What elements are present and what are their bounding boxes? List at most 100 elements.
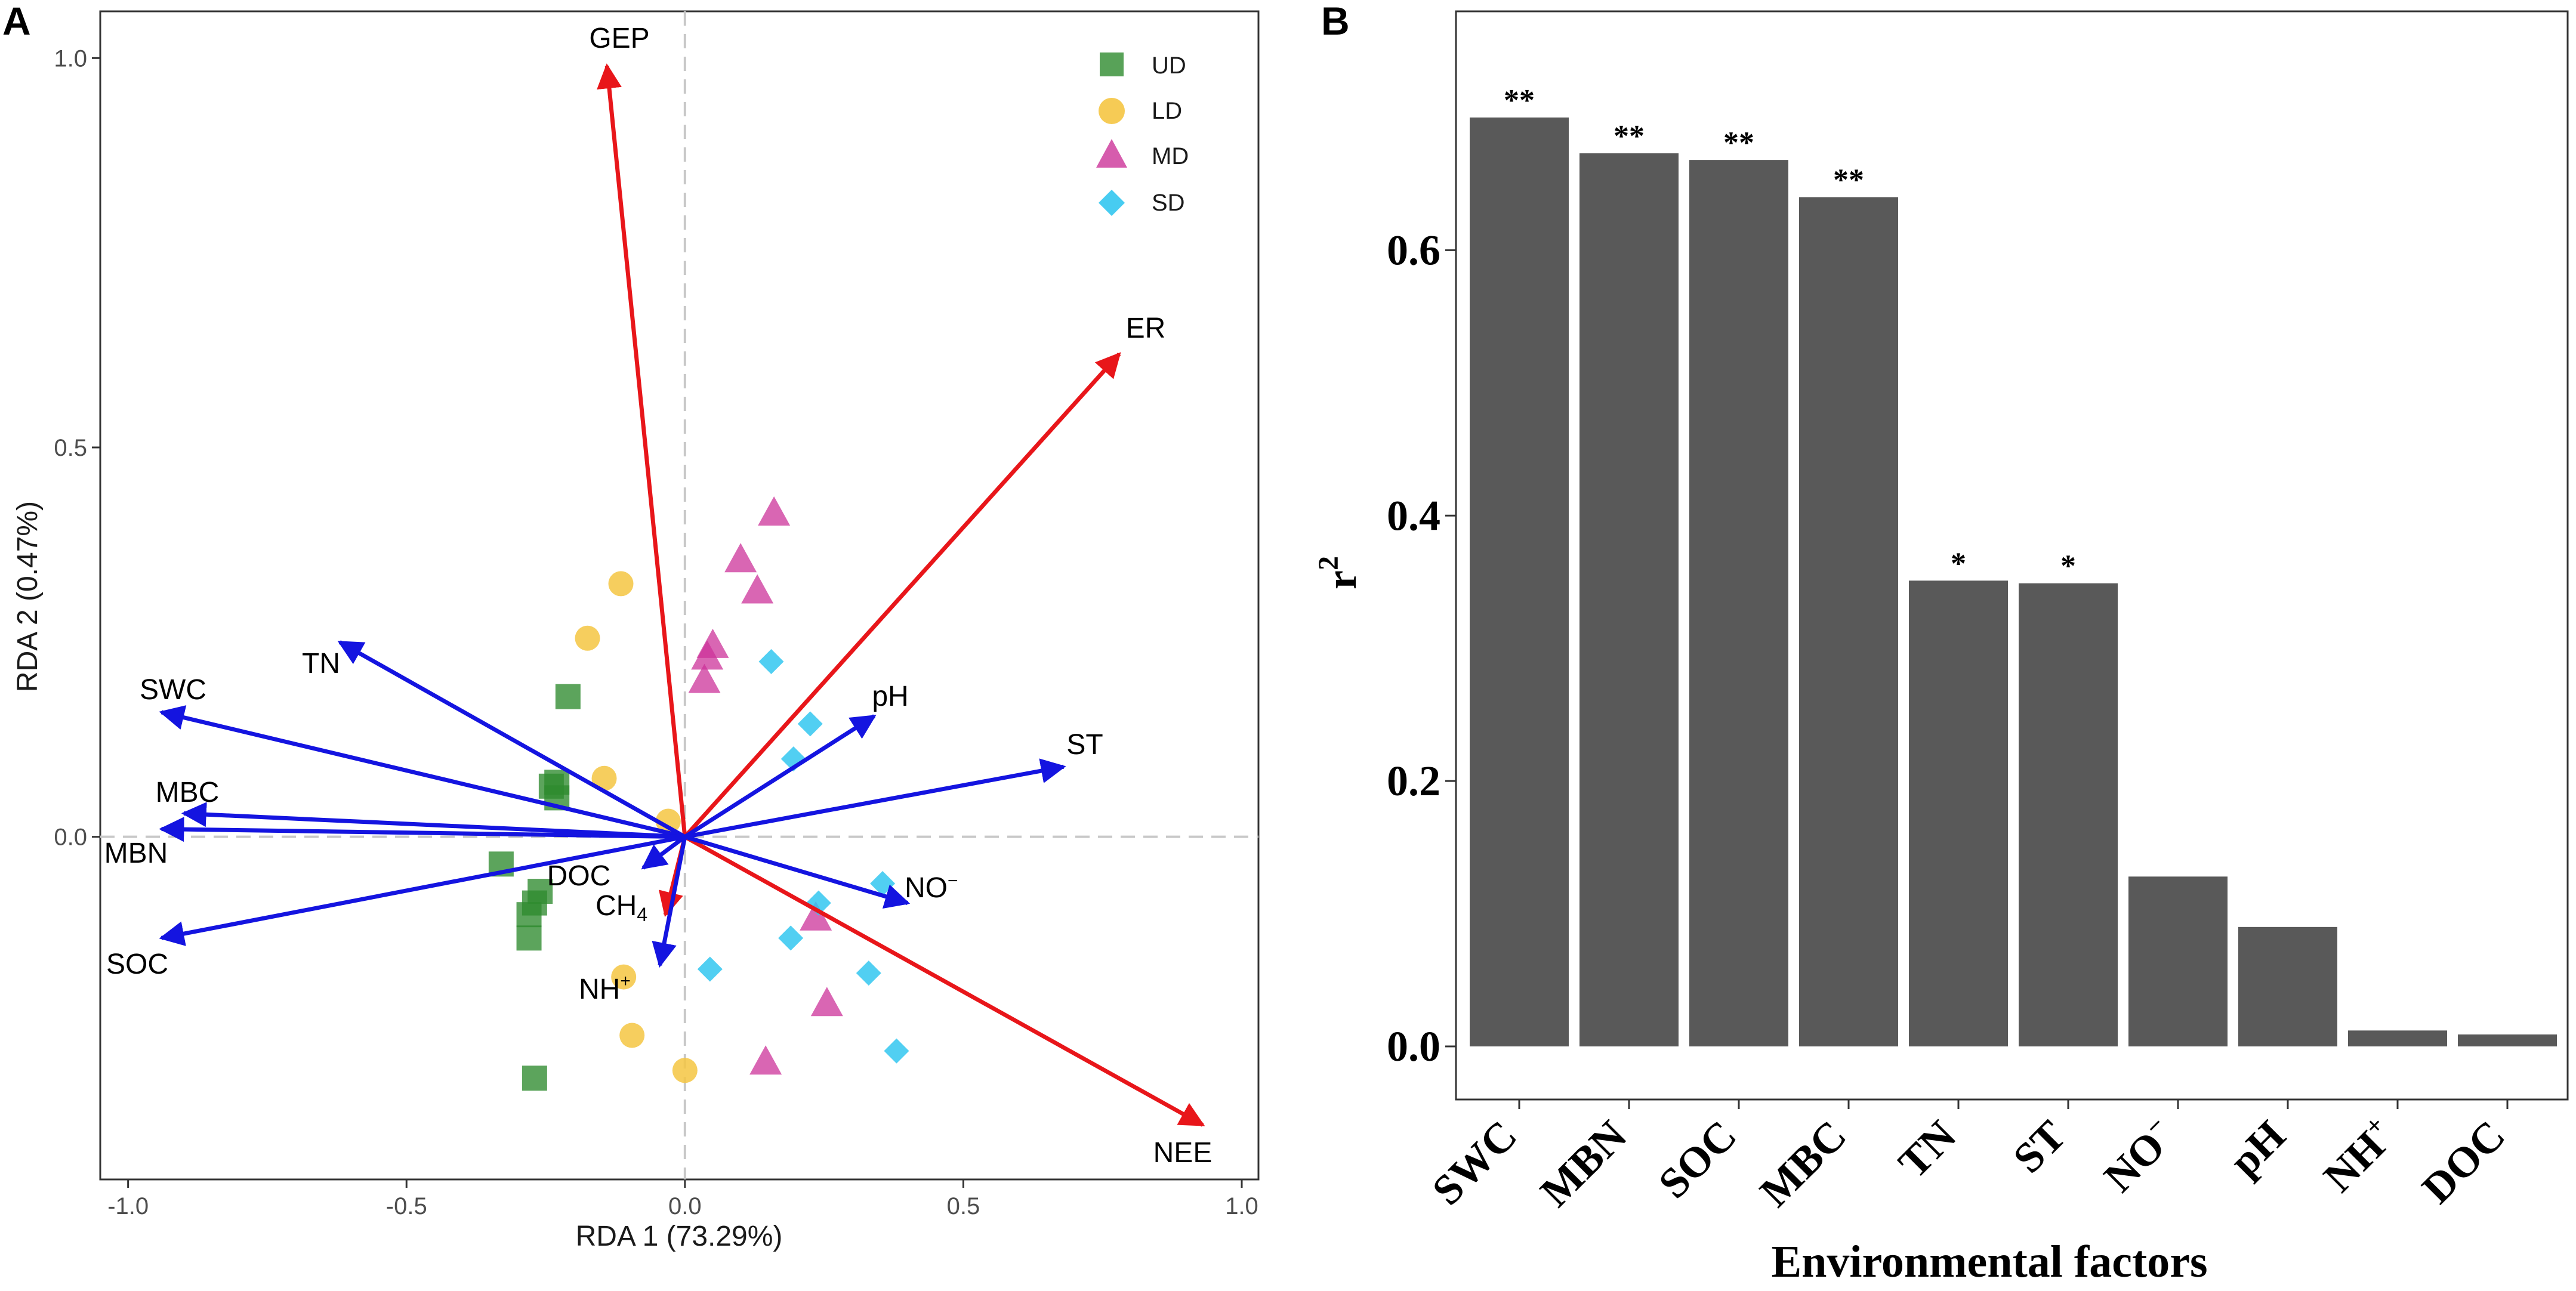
vector-label-swc: SWC: [140, 674, 206, 706]
point-ld: [608, 571, 634, 597]
x-tick-label: 0.0: [668, 1193, 702, 1219]
point-ld: [575, 625, 600, 651]
bar-doc: [2458, 1034, 2557, 1047]
point-ud: [516, 925, 542, 951]
bar-no3: [2128, 876, 2228, 1047]
bar-mbc: [1799, 197, 1898, 1047]
category-label-st: ST: [2004, 1111, 2075, 1182]
vector-label-er: ER: [1126, 313, 1166, 344]
vector-nh4: [652, 836, 687, 968]
legend: UD LD MD SD: [1096, 52, 1189, 216]
vector-mbc: [181, 802, 685, 839]
vector-label-mbc: MBC: [156, 777, 220, 808]
panel-a-label: A: [2, 0, 31, 43]
category-label-nh4: NH+: [2313, 1110, 2405, 1202]
bar-tn: [1909, 580, 2008, 1047]
point-md: [749, 1045, 782, 1075]
y-axis-title: r2: [1313, 556, 1365, 589]
vector-label-mbn: MBN: [104, 838, 168, 869]
vector-label-soc: SOC: [106, 949, 168, 980]
legend-label-ud: UD: [1152, 52, 1186, 79]
vector-er: [683, 352, 1121, 838]
panel-a-frame: [99, 10, 1260, 1181]
y-tick-label: 0.0: [54, 824, 87, 851]
bar-ph: [2238, 926, 2337, 1047]
vector-no3: [684, 835, 911, 909]
point-sd: [856, 960, 881, 986]
category-label-mbc: MBC: [1751, 1111, 1855, 1216]
x-tick-label: 1.0: [1225, 1193, 1258, 1219]
x-axis-categories: [1518, 1099, 2509, 1109]
point-ud: [555, 684, 581, 709]
vector-ph: [683, 714, 877, 839]
legend-label-sd: SD: [1152, 190, 1185, 216]
legend-marker-sd: [1099, 190, 1125, 216]
vector-soc: [159, 835, 686, 946]
vector-label-tn: TN: [302, 648, 340, 680]
point-ld: [672, 1058, 698, 1083]
vector-label-ph: pH: [872, 681, 908, 712]
category-label-tn: TN: [1889, 1111, 1965, 1187]
point-md: [741, 574, 774, 604]
legend-label-md: MD: [1152, 143, 1189, 169]
legend-marker-md: [1096, 139, 1127, 168]
y-tick-label: 0.0: [1387, 1023, 1440, 1070]
point-sd: [884, 1038, 909, 1064]
category-label-doc: DOC: [2413, 1111, 2515, 1213]
vector-tn: [337, 640, 686, 839]
point-md: [691, 640, 724, 670]
category-label-swc: SWC: [1423, 1111, 1526, 1215]
bar-mbn: [1579, 153, 1679, 1047]
point-ld: [655, 808, 681, 834]
vector-label-st: ST: [1066, 729, 1103, 761]
y-axis-ticks: 0.0 0.5 1.0: [54, 45, 100, 851]
point-ld: [619, 1023, 645, 1048]
legend-label-ld: LD: [1152, 98, 1182, 124]
point-sd: [778, 925, 804, 951]
environment-vectors: [159, 63, 1205, 1127]
vector-label-nh4: NH+: [579, 971, 631, 1005]
bar-soc: [1689, 160, 1788, 1047]
vector-gep: [597, 63, 687, 838]
x-axis-ticks: -1.0 -0.5 0.0 0.5 1.0: [107, 1179, 1258, 1219]
x-tick-label: 0.5: [947, 1193, 980, 1219]
point-sd: [697, 956, 723, 982]
vector-label-nee: NEE: [1153, 1137, 1213, 1169]
category-label-mbn: MBN: [1531, 1111, 1636, 1216]
category-label-ph: pH: [2220, 1111, 2294, 1185]
significance-labels: **** ***** *: [1504, 84, 2076, 583]
category-label-soc: SOC: [1649, 1111, 1745, 1207]
y-tick-label: 0.4: [1387, 492, 1440, 539]
y-axis-title: RDA 2 (0.47%): [12, 501, 44, 692]
vector-label-ch4: CH4: [596, 890, 647, 925]
x-tick-label: -0.5: [386, 1193, 427, 1219]
x-tick-label: -1.0: [107, 1193, 149, 1219]
vector-label-no3: NO−: [905, 871, 958, 904]
vector-st: [684, 758, 1066, 839]
y-tick-label: 0.6: [1387, 226, 1440, 274]
bars: [1470, 117, 2557, 1047]
significance-marker: **: [1614, 119, 1645, 153]
x-axis-title: RDA 1 (73.29%): [576, 1221, 783, 1252]
panel-b-label: B: [1321, 0, 1350, 43]
point-md: [810, 987, 843, 1017]
vector-mbn: [159, 817, 685, 842]
point-sd: [758, 648, 784, 674]
significance-marker: *: [2060, 549, 2076, 583]
bar-swc: [1470, 117, 1569, 1047]
point-sd: [797, 711, 823, 737]
vector-nee: [684, 835, 1205, 1127]
bar-st: [2019, 583, 2118, 1047]
significance-marker: **: [1833, 163, 1864, 197]
y-tick-label: 0.5: [54, 435, 87, 461]
vector-label-gep: GEP: [589, 23, 649, 54]
category-label-no3: NO−: [2094, 1110, 2185, 1202]
category-tick-labels: SWC MBN SOC MBC TN ST NO− pH NH+ DOC: [1423, 1110, 2515, 1216]
significance-marker: *: [1951, 546, 1966, 580]
point-ld: [611, 964, 637, 990]
point-ud: [516, 902, 542, 928]
point-md: [724, 543, 757, 573]
x-axis-title: Environmental factors: [1771, 1237, 2207, 1287]
legend-marker-ud: [1100, 52, 1124, 76]
bar-nh4: [2348, 1030, 2447, 1047]
